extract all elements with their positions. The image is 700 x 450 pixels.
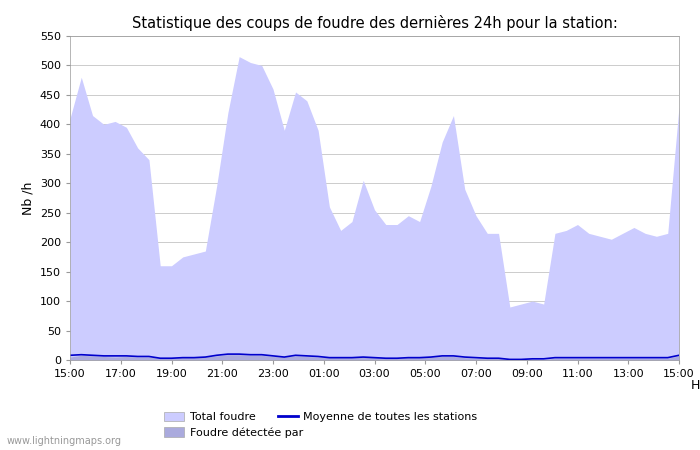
Text: www.lightningmaps.org: www.lightningmaps.org [7,436,122,446]
Legend: Foudre détectée par: Foudre détectée par [160,423,307,442]
Y-axis label: Nb /h: Nb /h [21,181,34,215]
Text: Heure: Heure [691,379,700,392]
Legend: Total foudre, Moyenne de toutes les stations: Total foudre, Moyenne de toutes les stat… [160,407,482,427]
Title: Statistique des coups de foudre des dernières 24h pour la station:: Statistique des coups de foudre des dern… [132,15,617,31]
